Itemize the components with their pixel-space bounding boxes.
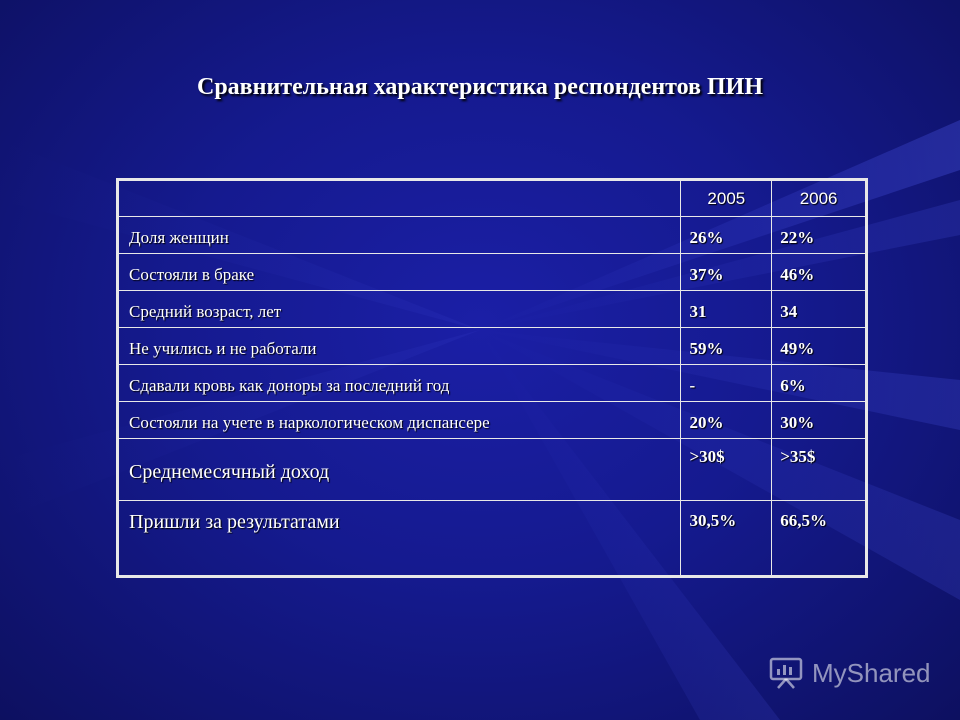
table-row: Сдавали кровь как доноры за последний го… (116, 364, 867, 402)
table-row: Средний возраст, лет 31 34 (116, 290, 867, 328)
row-label: Средний возраст, лет (116, 290, 682, 328)
row-label: Состояли на учете в наркологическом дисп… (116, 401, 682, 439)
header-year-2005: 2005 (680, 179, 773, 217)
value-2006: >35$ (771, 438, 867, 501)
value-2005: 31 (680, 290, 773, 328)
value-2006: 30% (771, 401, 867, 439)
row-label: Доля женщин (116, 216, 682, 254)
slide-title: Сравнительная характеристика респонденто… (197, 74, 763, 100)
row-label: Состояли в браке (116, 253, 682, 291)
value-2005: 20% (680, 401, 773, 439)
value-2005: 26% (680, 216, 773, 254)
row-label: Не учились и не работали (116, 327, 682, 365)
value-2005: 37% (680, 253, 773, 291)
value-2006: 22% (771, 216, 867, 254)
row-label: Сдавали кровь как доноры за последний го… (116, 364, 682, 402)
table-row: Состояли на учете в наркологическом дисп… (116, 401, 867, 439)
table-row: Состояли в браке 37% 46% (116, 253, 867, 291)
comparison-table: 2005 2006 Доля женщин 26% 22% Состояли в… (116, 178, 868, 578)
value-2005: >30$ (680, 438, 773, 501)
row-label: Среднемесячный доход (116, 438, 682, 501)
value-2005: 30,5% (680, 500, 773, 577)
value-2006: 34 (771, 290, 867, 328)
value-2005: - (680, 364, 773, 402)
header-empty-cell (116, 179, 682, 217)
table-row: Пришли за результатами 30,5% 66,5% (116, 500, 867, 577)
watermark: MyShared (768, 656, 931, 690)
presentation-board-icon (768, 656, 804, 690)
row-label: Пришли за результатами (116, 500, 682, 577)
table-header-row: 2005 2006 (116, 179, 867, 217)
table-row: Доля женщин 26% 22% (116, 216, 867, 254)
value-2006: 49% (771, 327, 867, 365)
table-row: Не учились и не работали 59% 49% (116, 327, 867, 365)
value-2006: 66,5% (771, 500, 867, 577)
value-2006: 6% (771, 364, 867, 402)
header-year-2006: 2006 (771, 179, 867, 217)
value-2005: 59% (680, 327, 773, 365)
value-2006: 46% (771, 253, 867, 291)
table-row: Среднемесячный доход >30$ >35$ (116, 438, 867, 501)
watermark-text: MyShared (812, 657, 931, 688)
